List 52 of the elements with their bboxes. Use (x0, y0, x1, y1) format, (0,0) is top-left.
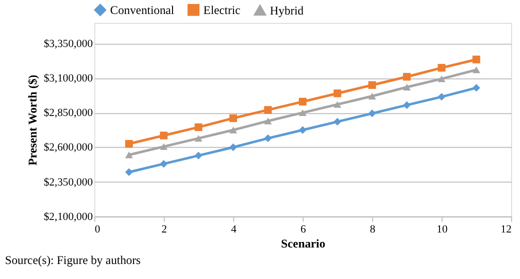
point (125, 152, 133, 158)
point (368, 81, 376, 89)
x-axis-title: Scenario (281, 236, 326, 251)
point (264, 134, 272, 142)
point (472, 56, 480, 64)
y-tick-label: $2,600,000 (44, 142, 94, 154)
point (403, 84, 411, 90)
point (160, 160, 168, 168)
point (334, 118, 342, 126)
y-tick-label: $3,350,000 (44, 38, 94, 50)
legend-label: Hybrid (270, 3, 304, 18)
x-tick-label: 2 (162, 224, 167, 236)
x-tick-label: 4 (230, 224, 237, 236)
legend-label: Electric (203, 2, 240, 17)
point (194, 134, 202, 142)
x-tick-label: 12 (500, 224, 512, 236)
y-tick-label: $2,850,000 (44, 107, 94, 120)
point (194, 152, 202, 160)
point (403, 72, 411, 81)
point (229, 143, 238, 152)
x-tick-label: 8 (370, 224, 376, 236)
point (298, 109, 307, 116)
point (438, 92, 446, 101)
point (438, 64, 446, 72)
point (160, 143, 168, 150)
point (298, 126, 307, 134)
point (264, 118, 272, 124)
x-tick-label: 6 (300, 224, 306, 236)
source-note: Source(s): Figure by authors (4, 253, 142, 268)
point (368, 110, 376, 118)
point (229, 114, 238, 122)
y-tick-label: $2,350,000 (44, 176, 94, 188)
point (472, 66, 480, 74)
point (125, 168, 133, 176)
point (160, 132, 168, 140)
point (264, 106, 272, 114)
x-tick-label: 0 (94, 224, 101, 236)
y-tick-label: $3,100,000 (44, 72, 94, 85)
y-tick-label: $2,100,000 (44, 210, 94, 223)
point (229, 126, 238, 134)
legend-label: Conventional (110, 2, 175, 17)
point (368, 92, 376, 100)
point (194, 123, 202, 132)
x-tick-label: 10 (436, 224, 448, 236)
y-axis-title: Present Worth ($) (26, 74, 40, 166)
point (403, 101, 411, 109)
point (334, 90, 342, 98)
point (472, 84, 480, 92)
point (298, 98, 307, 106)
point (438, 76, 446, 82)
point (334, 101, 342, 108)
point (125, 140, 133, 148)
